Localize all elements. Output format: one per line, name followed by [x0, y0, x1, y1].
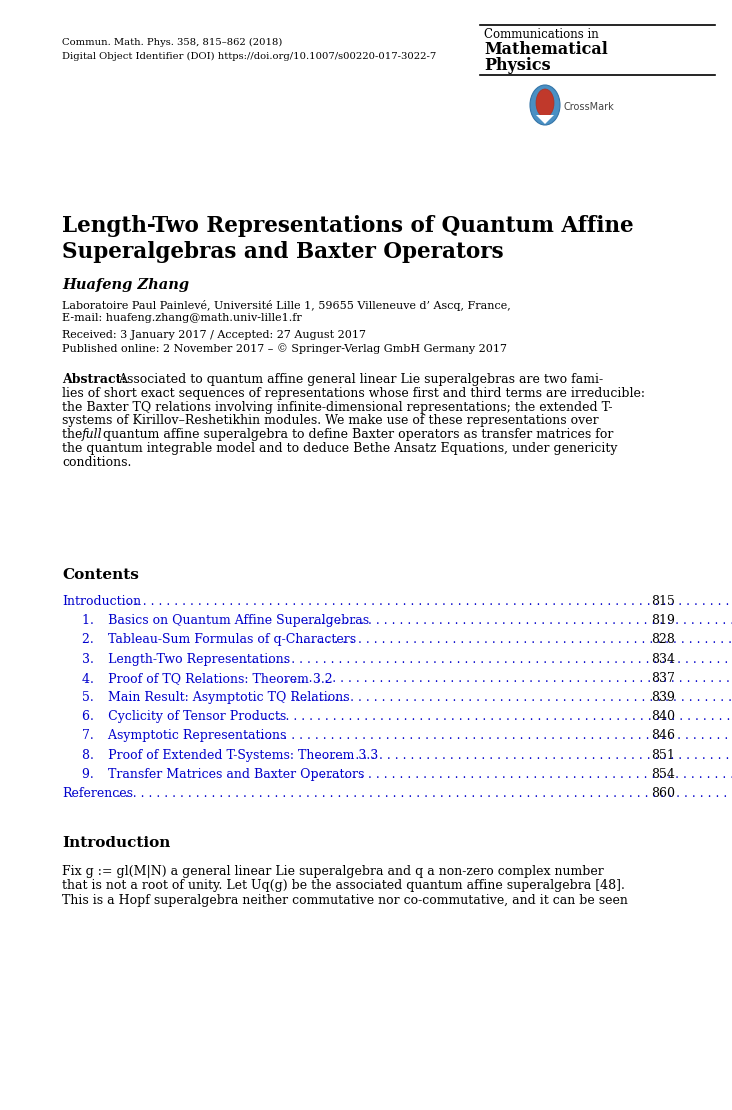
- Text: Laboratoire Paul Painlevé, Université Lille 1, 59655 Villeneuve d’ Ascq, France,: Laboratoire Paul Painlevé, Université Li…: [62, 300, 511, 311]
- Text: . . . . . . . . . . . . . . . . . . . . . . . . . . . . . . . . . . . . . . . . : . . . . . . . . . . . . . . . . . . . . …: [302, 614, 732, 627]
- Text: 828: 828: [651, 634, 675, 646]
- Text: Commun. Math. Phys. 358, 815–862 (2018): Commun. Math. Phys. 358, 815–862 (2018): [62, 38, 283, 47]
- Text: Abstract:: Abstract:: [62, 373, 126, 386]
- Polygon shape: [536, 115, 554, 124]
- Text: 7.   Asymptotic Representations: 7. Asymptotic Representations: [82, 729, 286, 743]
- Text: Huafeng Zhang: Huafeng Zhang: [62, 278, 189, 292]
- Text: Mathematical: Mathematical: [484, 41, 608, 58]
- Text: 860: 860: [651, 787, 675, 800]
- Text: the Baxter TQ relations involving infinite-dimensional representations; the exte: the Baxter TQ relations involving infini…: [62, 401, 613, 414]
- Text: . . . . . . . . . . . . . . . . . . . . . . . . . . . . . . . . . . . . . . . . : . . . . . . . . . . . . . . . . . . . . …: [281, 672, 732, 685]
- Text: 6.   Cyclicity of Tensor Products: 6. Cyclicity of Tensor Products: [82, 710, 286, 724]
- Text: 1.   Basics on Quantum Affine Superalgebras: 1. Basics on Quantum Affine Superalgebra…: [82, 614, 369, 627]
- Text: CrossMark: CrossMark: [564, 102, 615, 112]
- Text: 834: 834: [651, 653, 675, 666]
- Text: 846: 846: [651, 729, 675, 743]
- Text: Communications in: Communications in: [484, 28, 599, 41]
- Text: Introduction: Introduction: [62, 836, 171, 850]
- Text: conditions.: conditions.: [62, 456, 131, 468]
- Text: E-mail: huafeng.zhang@math.univ-lille1.fr: E-mail: huafeng.zhang@math.univ-lille1.f…: [62, 313, 302, 323]
- Text: . . . . . . . . . . . . . . . . . . . . . . . . . . . . . . . . . . . . . . . . : . . . . . . . . . . . . . . . . . . . . …: [291, 634, 732, 646]
- Text: 3.   Length-Two Representations: 3. Length-Two Representations: [82, 653, 290, 666]
- Text: systems of Kirillov–Reshetikhin modules. We make use of these representations ov: systems of Kirillov–Reshetikhin modules.…: [62, 414, 599, 427]
- Text: 4.   Proof of TQ Relations: Theorem 3.2: 4. Proof of TQ Relations: Theorem 3.2: [82, 672, 332, 685]
- Text: . . . . . . . . . . . . . . . . . . . . . . . . . . . . . . . . . . . . . . . . : . . . . . . . . . . . . . . . . . . . . …: [240, 653, 732, 666]
- Text: 837: 837: [651, 672, 675, 685]
- Text: that is not a root of unity. Let Uq(g) be the associated quantum affine superalg: that is not a root of unity. Let Uq(g) b…: [62, 879, 625, 892]
- Text: Fix g := gl(M|N) a general linear Lie superalgebra and q a non-zero complex numb: Fix g := gl(M|N) a general linear Lie su…: [62, 865, 604, 878]
- Text: quantum affine superalgebra to define Baxter operators as transfer matrices for: quantum affine superalgebra to define Ba…: [99, 428, 613, 441]
- Text: 5.   Main Result: Asymptotic TQ Relations: 5. Main Result: Asymptotic TQ Relations: [82, 692, 350, 704]
- Text: 839: 839: [651, 692, 675, 704]
- Text: 9.   Transfer Matrices and Baxter Operators: 9. Transfer Matrices and Baxter Operator…: [82, 768, 365, 780]
- Text: 2.   Tableau-Sum Formulas of q-Characters: 2. Tableau-Sum Formulas of q-Characters: [82, 634, 356, 646]
- Text: . . . . . . . . . . . . . . . . . . . . . . . . . . . . . . . . . . . . . . . . : . . . . . . . . . . . . . . . . . . . . …: [312, 748, 732, 761]
- Text: 8.   Proof of Extended T-Systems: Theorem 3.3: 8. Proof of Extended T-Systems: Theorem …: [82, 748, 378, 761]
- Text: Superalgebras and Baxter Operators: Superalgebras and Baxter Operators: [62, 241, 504, 263]
- Text: . . . . . . . . . . . . . . . . . . . . . . . . . . . . . . . . . . . . . . . . : . . . . . . . . . . . . . . . . . . . . …: [291, 692, 732, 704]
- Text: . . . . . . . . . . . . . . . . . . . . . . . . . . . . . . . . . . . . . . . . : . . . . . . . . . . . . . . . . . . . . …: [302, 768, 732, 780]
- Text: Physics: Physics: [484, 57, 550, 74]
- Text: . . . . . . . . . . . . . . . . . . . . . . . . . . . . . . . . . . . . . . . . : . . . . . . . . . . . . . . . . . . . . …: [250, 710, 732, 724]
- Ellipse shape: [530, 85, 560, 125]
- Text: . . . . . . . . . . . . . . . . . . . . . . . . . . . . . . . . . . . . . . . . : . . . . . . . . . . . . . . . . . . . . …: [123, 595, 732, 608]
- Text: . . . . . . . . . . . . . . . . . . . . . . . . . . . . . . . . . . . . . . . . : . . . . . . . . . . . . . . . . . . . . …: [240, 729, 732, 743]
- Ellipse shape: [536, 89, 554, 117]
- Text: lies of short exact sequences of representations whose first and third terms are: lies of short exact sequences of represe…: [62, 386, 645, 400]
- Text: Digital Object Identifier (DOI) https://doi.org/10.1007/s00220-017-3022-7: Digital Object Identifier (DOI) https://…: [62, 52, 436, 61]
- Text: Published online: 2 November 2017 – © Springer-Verlag GmbH Germany 2017: Published online: 2 November 2017 – © Sp…: [62, 343, 507, 354]
- Text: References: References: [62, 787, 133, 800]
- Text: This is a Hopf superalgebra neither commutative nor co-commutative, and it can b: This is a Hopf superalgebra neither comm…: [62, 894, 628, 907]
- Text: 815: 815: [651, 595, 675, 608]
- Text: 819: 819: [651, 614, 675, 627]
- Text: 851: 851: [651, 748, 675, 761]
- Text: full: full: [82, 428, 102, 441]
- Text: . . . . . . . . . . . . . . . . . . . . . . . . . . . . . . . . . . . . . . . . : . . . . . . . . . . . . . . . . . . . . …: [113, 787, 732, 800]
- Text: Length-Two Representations of Quantum Affine: Length-Two Representations of Quantum Af…: [62, 215, 634, 238]
- Text: the: the: [62, 428, 86, 441]
- Text: Introduction: Introduction: [62, 595, 141, 608]
- Text: Associated to quantum affine general linear Lie superalgebras are two fami-: Associated to quantum affine general lin…: [118, 373, 603, 386]
- Text: Contents: Contents: [62, 568, 139, 582]
- Text: 840: 840: [651, 710, 675, 724]
- Text: Received: 3 January 2017 / Accepted: 27 August 2017: Received: 3 January 2017 / Accepted: 27 …: [62, 330, 366, 340]
- Text: 854: 854: [651, 768, 675, 780]
- Text: the quantum integrable model and to deduce Bethe Ansatz Equations, under generic: the quantum integrable model and to dedu…: [62, 442, 618, 455]
